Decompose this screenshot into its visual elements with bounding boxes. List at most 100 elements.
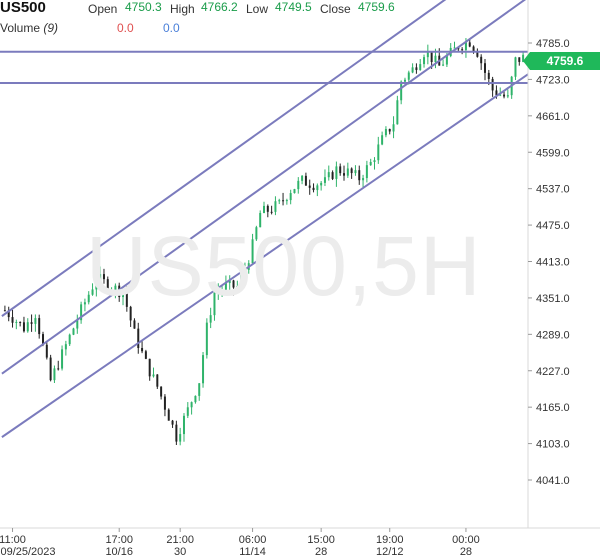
y-tick-label: 4723.0: [536, 74, 570, 86]
x-tick-time: 21:00: [166, 534, 194, 546]
x-tick-date: 10/16: [105, 546, 133, 558]
x-tick-time: 15:00: [307, 534, 335, 546]
candle-body: [11, 317, 14, 323]
candle-body: [15, 321, 18, 323]
candle-body: [76, 320, 79, 329]
candle-body: [461, 49, 464, 51]
candle-body: [514, 57, 517, 77]
x-tick-time: 11:00: [0, 534, 26, 546]
last-price-tag: 4759.6: [523, 52, 600, 70]
candle-body: [266, 205, 269, 212]
candle-body: [339, 166, 342, 174]
candle-body: [57, 368, 60, 370]
channel-trendline: [1, 0, 447, 317]
candle-body: [64, 344, 67, 350]
y-tick-label: 4227.0: [536, 366, 570, 378]
candle-body: [388, 129, 391, 132]
candle-body: [22, 322, 25, 332]
candle-body: [19, 321, 22, 323]
candle-body: [442, 64, 445, 66]
candle-body: [163, 396, 166, 410]
candle-body: [53, 368, 56, 381]
candle-body: [190, 402, 193, 408]
candle-body: [491, 78, 494, 91]
candle-body: [362, 178, 365, 181]
candle-body: [72, 328, 75, 335]
candle-body: [152, 374, 155, 377]
y-axis: 4785.0 4723.0 4661.0 4599.0 4537.0 4475.0 4413…: [527, 0, 600, 558]
candle-body: [61, 349, 64, 369]
candle-body: [476, 51, 479, 57]
candle-body: [122, 293, 125, 298]
y-tick-label: 4599.0: [536, 147, 570, 159]
candle-body: [194, 395, 197, 403]
symbol-title[interactable]: US500: [0, 0, 46, 16]
candle-body: [255, 227, 258, 240]
candle-body: [114, 285, 117, 291]
volume-value-2: 0.0: [163, 21, 180, 35]
candle-body: [221, 289, 224, 292]
candle-body: [137, 328, 140, 349]
candle-body: [7, 310, 10, 318]
candle-body: [373, 160, 376, 162]
candle-body: [392, 124, 395, 132]
candle-body: [179, 434, 182, 442]
candle-body: [430, 52, 433, 62]
candle-body: [144, 351, 147, 359]
candle-body: [91, 289, 94, 295]
ohlc-header: US500 Open 4750.3 High 4766.2 Low 4749.5…: [0, 0, 600, 20]
candle-body: [232, 280, 235, 288]
x-tick-date: 11/14: [239, 546, 266, 558]
candle-body: [133, 320, 136, 329]
y-axis-background: [528, 0, 600, 558]
candle-body: [487, 72, 490, 79]
candle-body: [304, 175, 307, 186]
candle-body: [83, 302, 86, 305]
low-label: Low: [246, 2, 269, 16]
candle-body: [270, 211, 273, 213]
candle-body: [415, 67, 418, 71]
candle-body: [30, 322, 33, 324]
candle-body: [289, 193, 292, 201]
candle-body: [293, 189, 296, 194]
volume-value-1: 0.0: [117, 21, 134, 35]
candle-body: [506, 95, 509, 97]
candle-body: [34, 318, 37, 324]
candle-body: [350, 168, 353, 174]
candle-body: [80, 304, 83, 321]
candle-body: [26, 322, 29, 332]
candle-body: [274, 201, 277, 212]
candle-body: [483, 63, 486, 73]
candle-body: [251, 239, 254, 264]
candle-body: [45, 344, 48, 358]
candle-body: [407, 72, 410, 80]
y-tick-label: 4103.0: [536, 439, 570, 451]
high-label: High: [170, 2, 195, 16]
candle-body: [171, 420, 174, 425]
candle-body: [495, 90, 498, 96]
y-tick-label: 4785.0: [536, 38, 570, 50]
volume-indicator[interactable]: Volume (9): [0, 21, 58, 35]
candle-body: [308, 185, 311, 188]
candle-body: [49, 357, 52, 381]
candle-body: [377, 144, 380, 161]
candle-body: [411, 67, 414, 73]
candle-body: [343, 173, 346, 176]
candle-body: [503, 94, 506, 97]
candle-body: [213, 292, 216, 316]
candle-body: [141, 348, 144, 352]
candle-body: [423, 57, 426, 65]
candle-body: [323, 177, 326, 183]
candle-body: [320, 182, 323, 186]
candle-body: [354, 170, 357, 174]
candle-body: [118, 285, 121, 298]
candle-body: [316, 185, 319, 191]
candle-body: [346, 168, 349, 176]
open-value: 4750.3: [125, 0, 162, 14]
x-tick-time: 06:00: [239, 534, 267, 546]
candle-body: [400, 81, 403, 101]
high-value: 4766.2: [201, 0, 238, 14]
open-label: Open: [88, 2, 118, 16]
